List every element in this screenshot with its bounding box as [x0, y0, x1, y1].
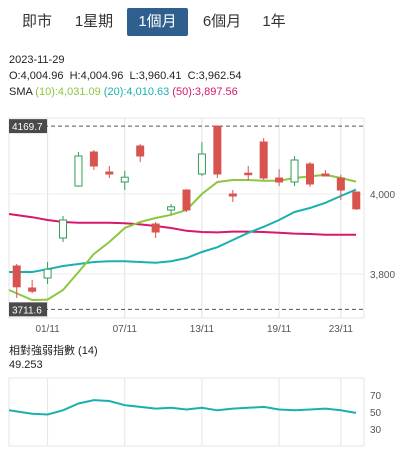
candle-body — [28, 287, 37, 292]
y-tick-label: 4,000 — [370, 190, 395, 201]
candle-body — [259, 141, 268, 179]
sma-label: SMA — [9, 86, 33, 98]
sma20-value: (20):4,010.63 — [103, 86, 170, 98]
candle-body — [59, 219, 68, 239]
open-value: 4,004.96 — [20, 70, 64, 82]
high-marker-box — [9, 119, 47, 134]
price-chart[interactable]: 4169.7 3711.6 4,000 3,800 01/11 07/11 13/11 1… — [0, 110, 414, 342]
sma50-value: (50):3,897.56 — [172, 86, 238, 98]
candle-body — [244, 172, 253, 176]
candle-body — [89, 151, 98, 167]
low-value: 3,960.41 — [138, 70, 182, 82]
y-tick-label: 3,800 — [370, 270, 395, 281]
sma20-line — [9, 188, 357, 273]
candle-body — [197, 153, 206, 175]
ohlc-readout: O:4,004.96 H:4,004.96 L:3,960.41 C:3,962… — [9, 69, 242, 83]
close-value: 3,962.54 — [198, 70, 242, 82]
sma10-value: (10):4,031.09 — [35, 86, 101, 98]
candle-body — [336, 177, 345, 191]
tab-6-months[interactable]: 6個月 — [202, 13, 242, 30]
low-marker-label: 3711.6 — [12, 305, 42, 316]
rsi-value: 49.253 — [9, 359, 43, 371]
x-tick-label: 13/11 — [190, 324, 215, 335]
low-marker-box — [9, 302, 47, 317]
close-label: C: — [187, 70, 199, 82]
candle-body — [182, 189, 191, 211]
tab-1-year[interactable]: 1年 — [262, 13, 286, 30]
candle-body — [74, 155, 83, 187]
candle-body — [12, 265, 21, 288]
candle-body — [43, 268, 52, 279]
x-tick-label: 01/11 — [35, 324, 60, 335]
candle-body — [105, 171, 114, 175]
tab-1-week[interactable]: 1星期 — [74, 13, 114, 30]
candle-body — [151, 223, 160, 233]
candle-body — [120, 176, 129, 183]
candle-body — [275, 177, 284, 183]
rsi-plot-area — [8, 377, 365, 447]
candle-body — [290, 159, 299, 183]
rsi-chart[interactable]: 70 50 30 — [0, 374, 414, 454]
plot-area — [8, 117, 365, 319]
candle-body — [213, 125, 222, 175]
candle-body — [136, 145, 145, 157]
candle-body — [352, 191, 361, 210]
rsi-tick-label: 70 — [370, 391, 382, 402]
x-tick-label: 23/11 — [329, 324, 354, 335]
sma-readout: SMA (10):4,031.09 (20):4,010.63 (50):3,8… — [9, 85, 238, 99]
tab-1-month[interactable]: 1個月 — [127, 8, 188, 36]
x-tick-label: 07/11 — [113, 324, 138, 335]
tab-realtime[interactable]: 即市 — [21, 13, 52, 30]
sma50-line — [8, 213, 356, 236]
candle-body — [321, 173, 330, 177]
timeframe-tabs: 即市 1星期 1個月 6個月 1年 — [0, 0, 414, 46]
quote-date: 2023-11-29 — [9, 54, 65, 66]
rsi-tick-label: 50 — [370, 408, 382, 419]
candle-body — [228, 193, 237, 197]
low-label: L: — [129, 70, 139, 82]
open-label: O: — [9, 70, 21, 82]
candle-body — [167, 206, 176, 211]
high-marker-label: 4169.7 — [12, 122, 43, 133]
rsi-title: 相對強弱指數 (14) — [9, 345, 98, 357]
candle-body — [305, 163, 314, 185]
high-label: H: — [69, 70, 81, 82]
x-tick-label: 19/11 — [267, 324, 292, 335]
high-value: 4,004.96 — [80, 70, 124, 82]
rsi-tick-label: 30 — [370, 425, 382, 436]
rsi-line — [8, 399, 357, 416]
